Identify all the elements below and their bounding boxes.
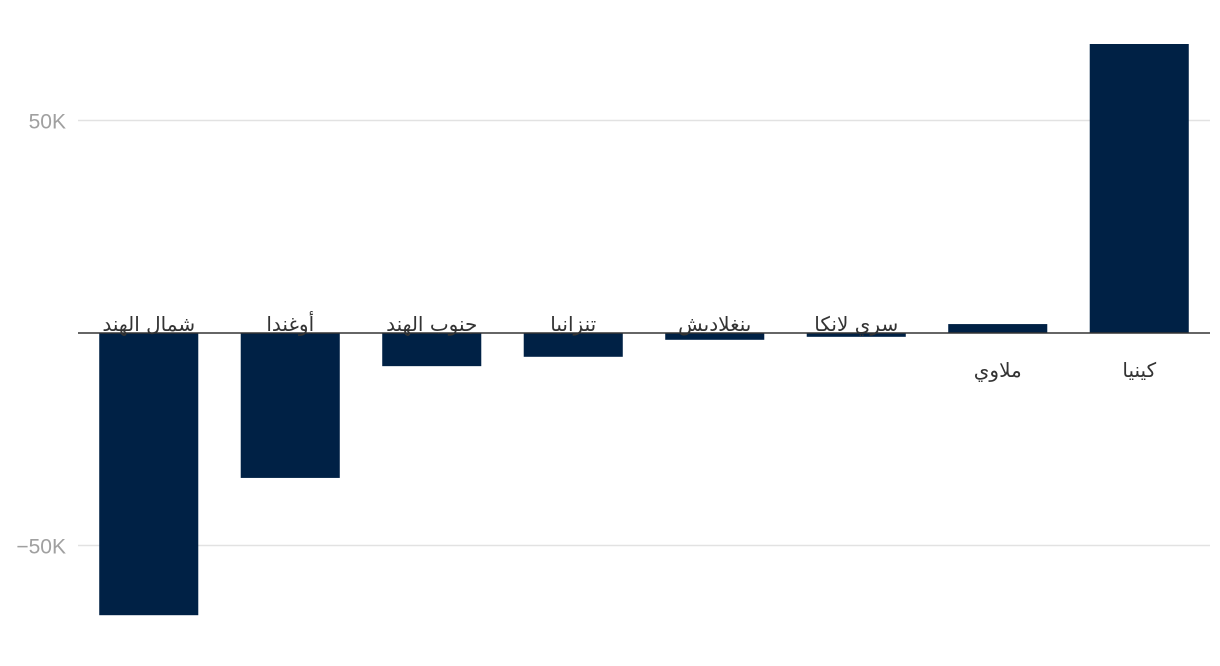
x-tick-label: سري لانكا: [814, 312, 898, 337]
bar: [948, 324, 1048, 333]
x-tick-label: جنوب الهند: [386, 312, 477, 336]
bar: [806, 333, 906, 337]
x-tick-label: كينيا: [1122, 358, 1156, 382]
bar: [99, 333, 199, 616]
x-tick-label: شمال الهند: [102, 312, 195, 336]
bar: [523, 333, 623, 357]
y-tick-label: 50K: [29, 111, 66, 134]
x-tick-label: تنزانيا: [550, 312, 596, 336]
bar: [665, 333, 765, 340]
bar: [382, 333, 482, 367]
x-tick-label: ملاوي: [974, 358, 1022, 383]
x-tick-label: بنغلاديش: [678, 312, 751, 336]
bar: [1089, 44, 1189, 333]
y-tick-label: −50K: [16, 536, 66, 559]
bar: [240, 333, 340, 478]
x-tick-label: أوغندا: [266, 311, 314, 336]
